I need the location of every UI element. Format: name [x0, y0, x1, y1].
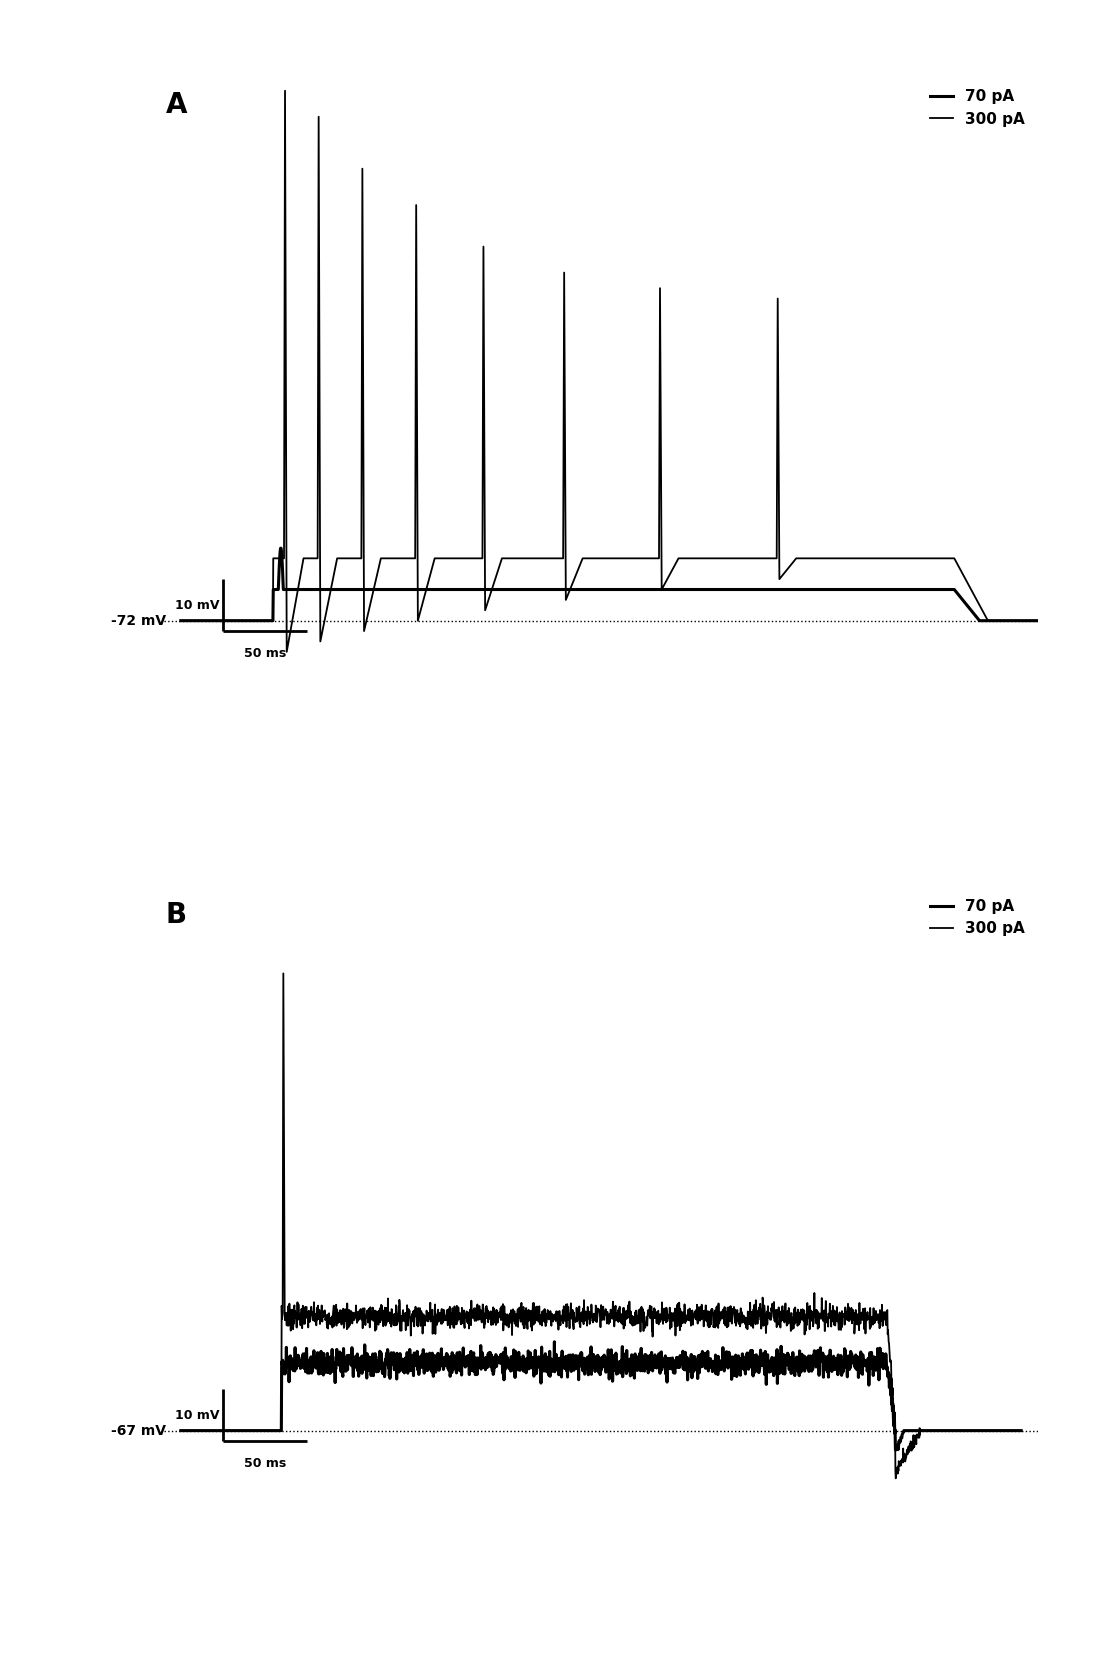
Legend: 70 pA, 300 pA: 70 pA, 300 pA	[924, 893, 1031, 942]
Text: 10 mV: 10 mV	[175, 1408, 220, 1421]
Text: -67 mV: -67 mV	[110, 1423, 166, 1438]
Text: 50 ms: 50 ms	[244, 1456, 286, 1470]
Text: B: B	[166, 900, 187, 929]
Text: A: A	[166, 90, 187, 119]
Text: -72 mV: -72 mV	[110, 613, 166, 628]
Text: 10 mV: 10 mV	[175, 598, 220, 611]
Text: 50 ms: 50 ms	[244, 646, 286, 660]
Legend: 70 pA, 300 pA: 70 pA, 300 pA	[924, 84, 1031, 132]
